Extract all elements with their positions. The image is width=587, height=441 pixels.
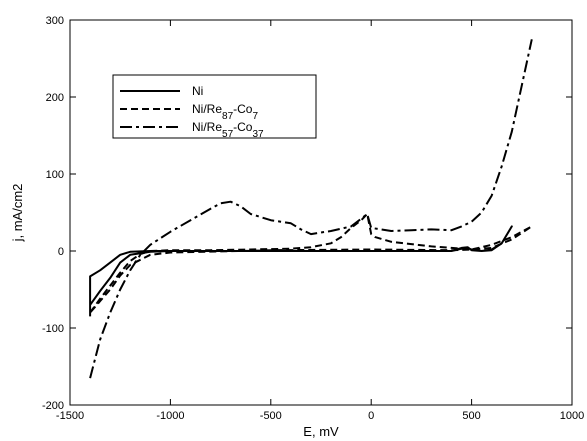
- legend-label-2: Ni/Re87-Co7: [192, 102, 258, 122]
- legend-label-3: Ni/Re57-Co37: [192, 120, 264, 140]
- y-tick-label: -100: [42, 323, 64, 335]
- plot-frame: [69, 19, 573, 406]
- y-axis-label: j, mA/cm2: [10, 184, 25, 243]
- x-tick-label: 0: [368, 410, 374, 422]
- y-tick-label: 200: [46, 92, 64, 104]
- series-layer: [89, 39, 533, 379]
- x-tick-label: -500: [260, 410, 282, 422]
- plot-area-border: [69, 19, 573, 406]
- y-tick-label: 0: [58, 246, 64, 258]
- y-tick-label: 100: [46, 169, 64, 181]
- x-tick-label: -1000: [156, 410, 184, 422]
- x-axis-label: E, mV: [303, 424, 339, 439]
- x-tick-label: 500: [462, 410, 480, 422]
- series-line-1: [89, 225, 513, 317]
- legend-label-1: Ni: [192, 84, 203, 98]
- series-line-2: [89, 213, 533, 314]
- x-tick-label: 1000: [560, 410, 584, 422]
- y-tick-label: -200: [42, 400, 64, 412]
- y-tick-label: 300: [46, 15, 64, 27]
- x-tick-label: -1500: [56, 410, 84, 422]
- axis-ticks: [69, 19, 573, 406]
- series-line-3: [89, 39, 533, 379]
